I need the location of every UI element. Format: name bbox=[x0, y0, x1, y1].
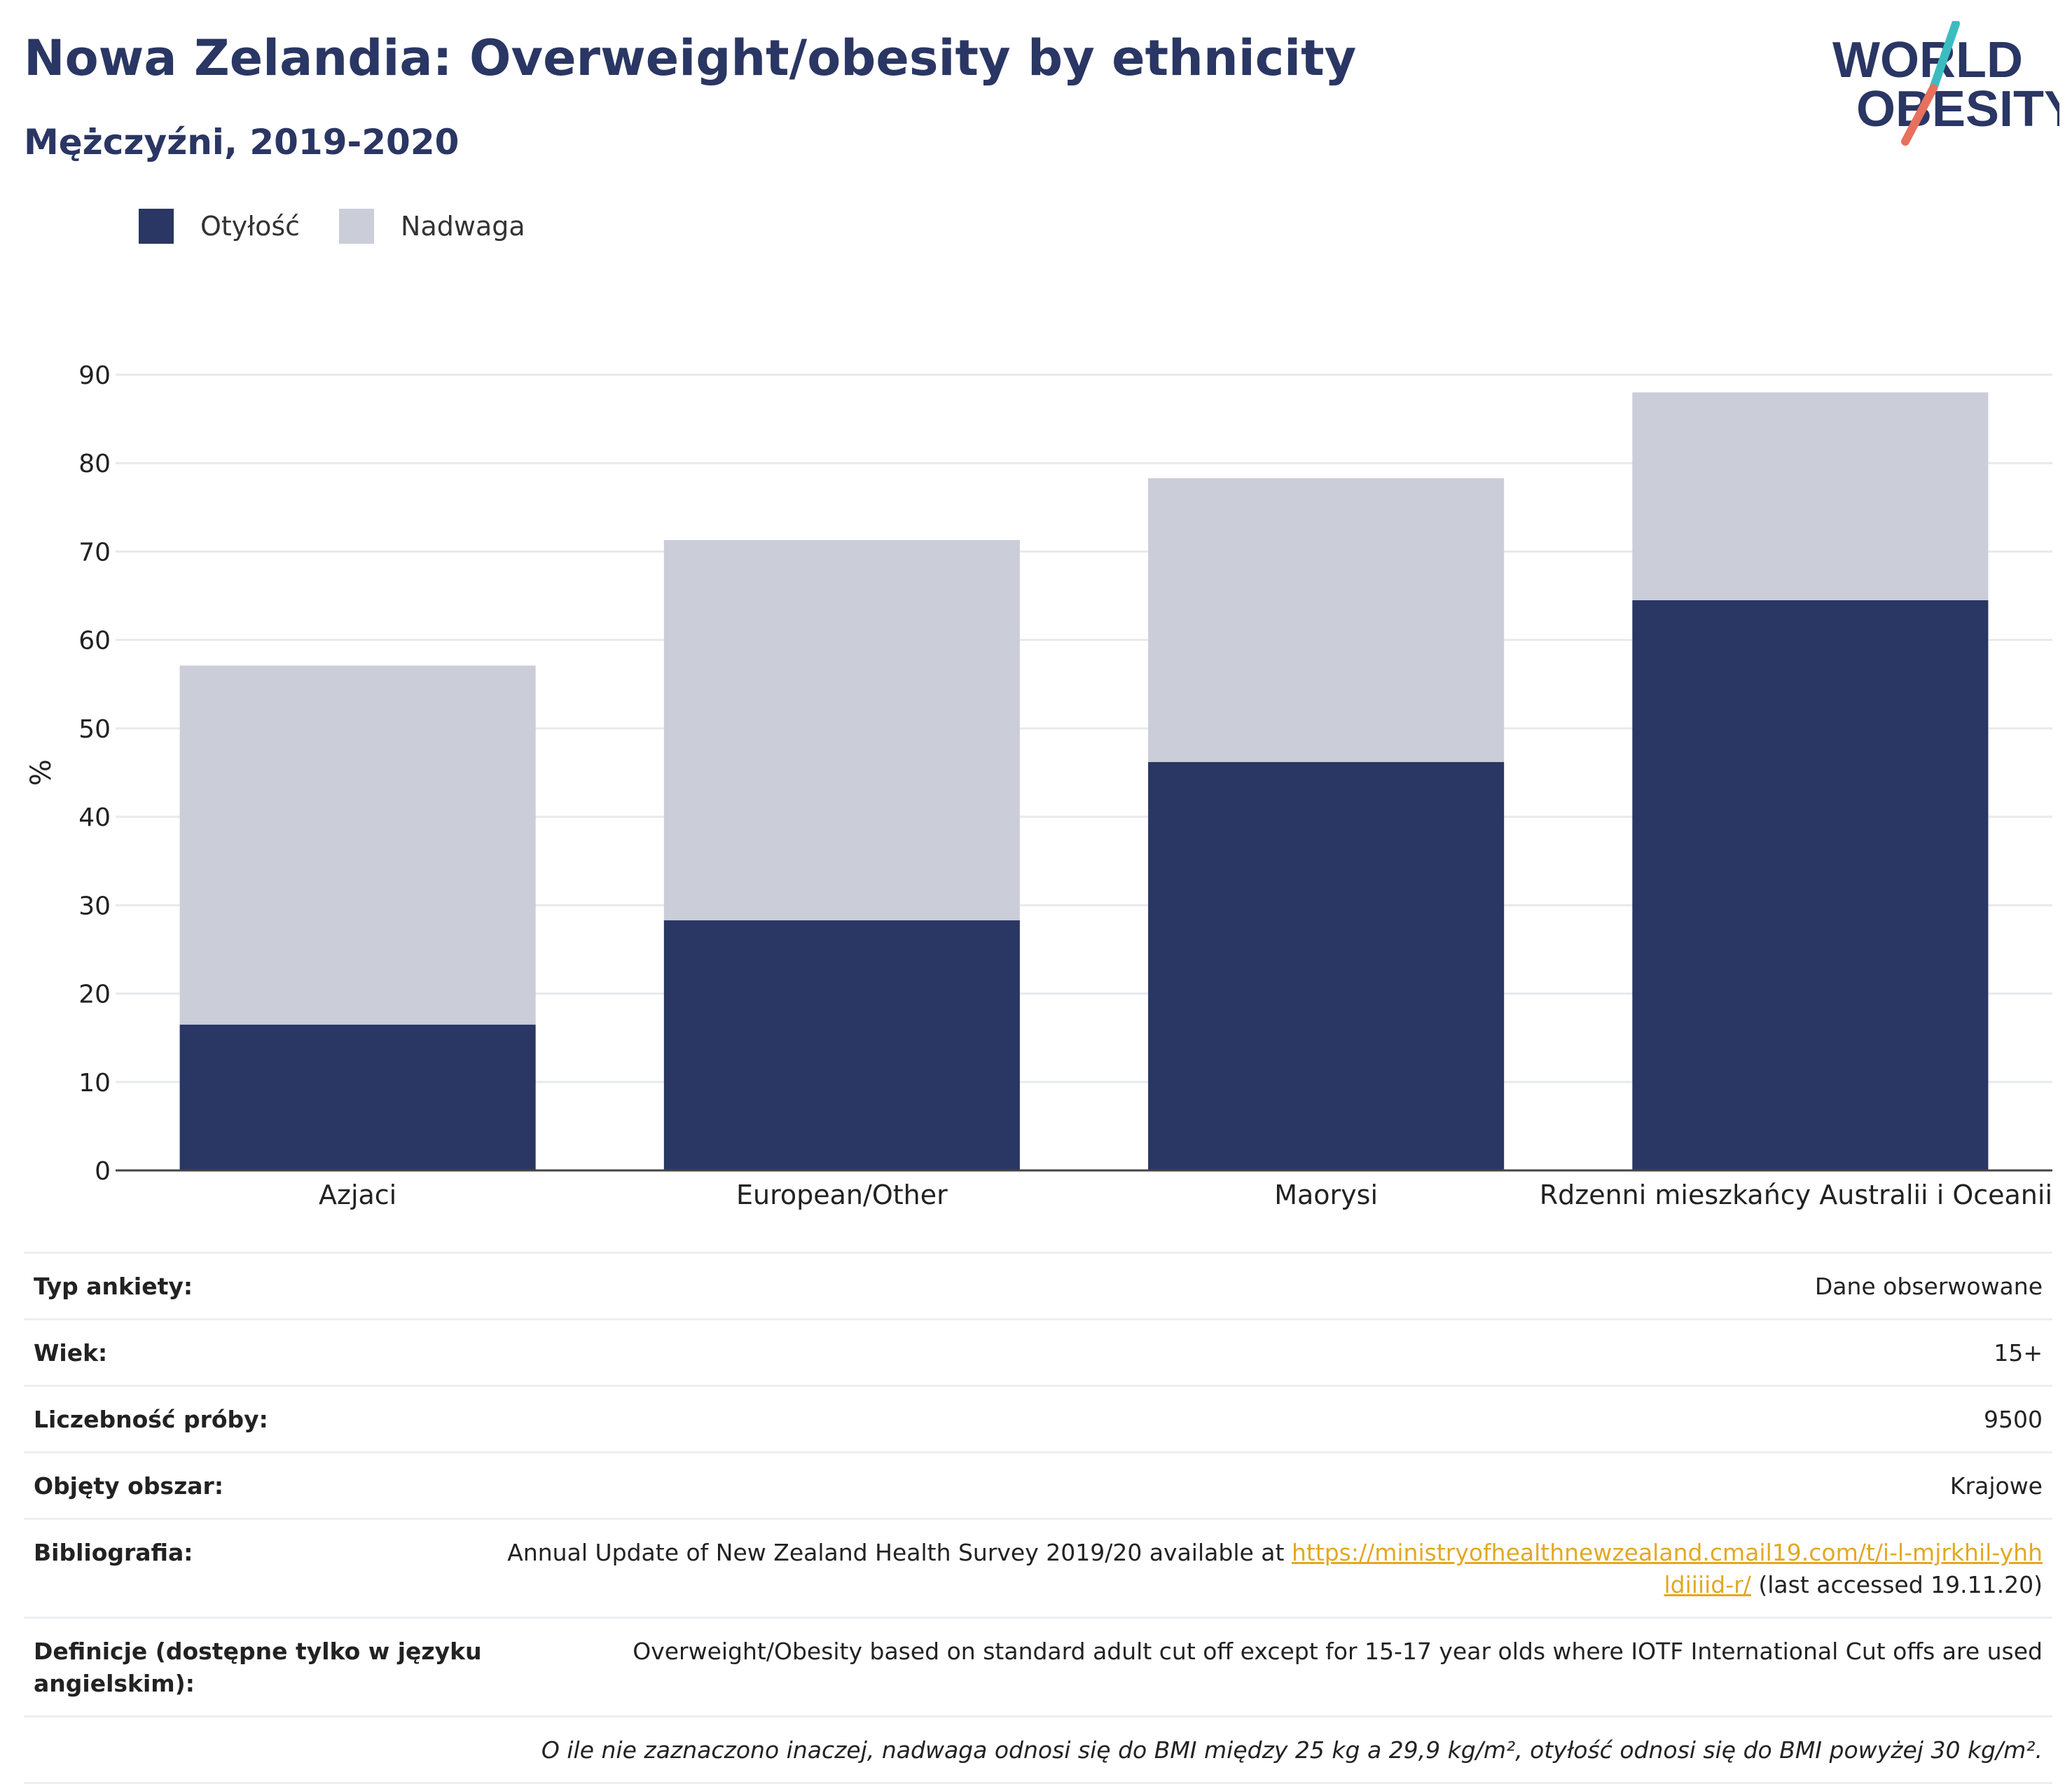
bibliography-link[interactable]: https://ministryofhealthnewzealand.cmail… bbox=[1291, 1539, 2043, 1598]
meta-value: Krajowe bbox=[1949, 1472, 2043, 1500]
x-tick-label: Maorysi bbox=[1274, 1180, 1378, 1210]
world-obesity-logo: WORLD OBESITY bbox=[1832, 21, 2059, 146]
y-tick-label: 90 bbox=[78, 361, 111, 390]
bar-obesity-3 bbox=[1148, 761, 1505, 1170]
meta-row-bibliography: Bibliografia: Annual Update of New Zeala… bbox=[24, 1518, 2052, 1617]
y-tick-label: 10 bbox=[78, 1069, 111, 1098]
legend-label-overweight: Nadwaga bbox=[401, 211, 525, 242]
meta-row-definitions: Definicje (dostępne tylko w języku angie… bbox=[24, 1617, 2052, 1715]
legend-item-obesity[interactable]: Otyłość bbox=[139, 209, 300, 244]
logo-slash-teal bbox=[1929, 21, 1960, 92]
y-tick-label: 30 bbox=[78, 892, 111, 920]
meta-value: Overweight/Obesity based on standard adu… bbox=[633, 1638, 2043, 1665]
bar-obesity-4 bbox=[1632, 600, 1989, 1170]
bar-obesity-2 bbox=[663, 920, 1020, 1170]
bar-overweight-3 bbox=[1148, 478, 1505, 762]
logo-line-1: WORLD bbox=[1832, 32, 2023, 88]
bar-overweight-2 bbox=[663, 540, 1020, 920]
meta-label: Bibliografia: bbox=[34, 1539, 193, 1566]
meta-label: Liczebność próby: bbox=[34, 1406, 268, 1433]
y-tick-label: 0 bbox=[95, 1157, 111, 1186]
x-tick-label: Rdzenni mieszkańcy Australii i Oceanii bbox=[1540, 1180, 2052, 1210]
chart-subtitle: Mężczyźni, 2019-2020 bbox=[24, 122, 460, 163]
y-tick-label: 80 bbox=[78, 450, 111, 478]
bar-overweight-4 bbox=[1632, 392, 1989, 600]
y-tick-label: 50 bbox=[78, 715, 111, 744]
y-tick-label: 70 bbox=[78, 538, 111, 567]
meta-value: Annual Update of New Zealand Health Surv… bbox=[502, 1537, 2043, 1601]
meta-row-note: O ile nie zaznaczono inaczej, nadwaga od… bbox=[24, 1715, 2052, 1784]
metadata-table: Typ ankiety: Dane obserwowane Wiek: 15+ … bbox=[24, 1252, 2052, 1784]
meta-value: 9500 bbox=[1984, 1406, 2043, 1433]
meta-label: Definicje (dostępne tylko w języku angie… bbox=[34, 1638, 482, 1697]
legend-item-overweight[interactable]: Nadwaga bbox=[339, 209, 525, 244]
meta-row-age: Wiek: 15+ bbox=[24, 1318, 2052, 1385]
logo-slash-coral bbox=[1901, 84, 1938, 146]
x-tick-label: Azjaci bbox=[319, 1180, 396, 1210]
y-tick-label: 40 bbox=[78, 803, 111, 832]
meta-value: Dane obserwowane bbox=[1814, 1273, 2043, 1300]
chart-legend: Otyłość Nadwaga bbox=[139, 209, 565, 244]
bar-obesity-1 bbox=[179, 1024, 536, 1170]
meta-value: 15+ bbox=[1994, 1339, 2043, 1367]
y-axis-label: % bbox=[25, 759, 57, 786]
meta-row-sample-size: Liczebność próby: 9500 bbox=[24, 1385, 2052, 1451]
bar-chart: 0 10 20 30 40 50 60 70 80 90% Azjaci European/Other… bbox=[25, 361, 2052, 1210]
y-tick-label: 20 bbox=[78, 981, 111, 1009]
logo-line-2: OBESITY bbox=[1856, 81, 2059, 137]
legend-swatch-obesity bbox=[139, 209, 174, 244]
meta-row-area: Objęty obszar: Krajowe bbox=[24, 1451, 2052, 1518]
meta-label: Objęty obszar: bbox=[34, 1472, 224, 1500]
bibliography-accessed: (last accessed 19.11.20) bbox=[1750, 1571, 2043, 1598]
meta-label: Typ ankiety: bbox=[34, 1273, 193, 1300]
meta-note: O ile nie zaznaczono inaczej, nadwaga od… bbox=[541, 1736, 2043, 1764]
bibliography-text: Annual Update of New Zealand Health Surv… bbox=[507, 1539, 1292, 1566]
legend-label-obesity: Otyłość bbox=[200, 211, 301, 242]
legend-swatch-overweight bbox=[339, 209, 375, 244]
x-tick-label: European/Other bbox=[736, 1180, 948, 1210]
meta-row-survey-type: Typ ankiety: Dane obserwowane bbox=[24, 1252, 2052, 1318]
chart-title: Nowa Zelandia: Overweight/obesity by eth… bbox=[24, 29, 1357, 87]
meta-label: Wiek: bbox=[34, 1339, 108, 1367]
bar-overweight-1 bbox=[179, 665, 536, 1025]
y-tick-label: 60 bbox=[78, 627, 111, 656]
